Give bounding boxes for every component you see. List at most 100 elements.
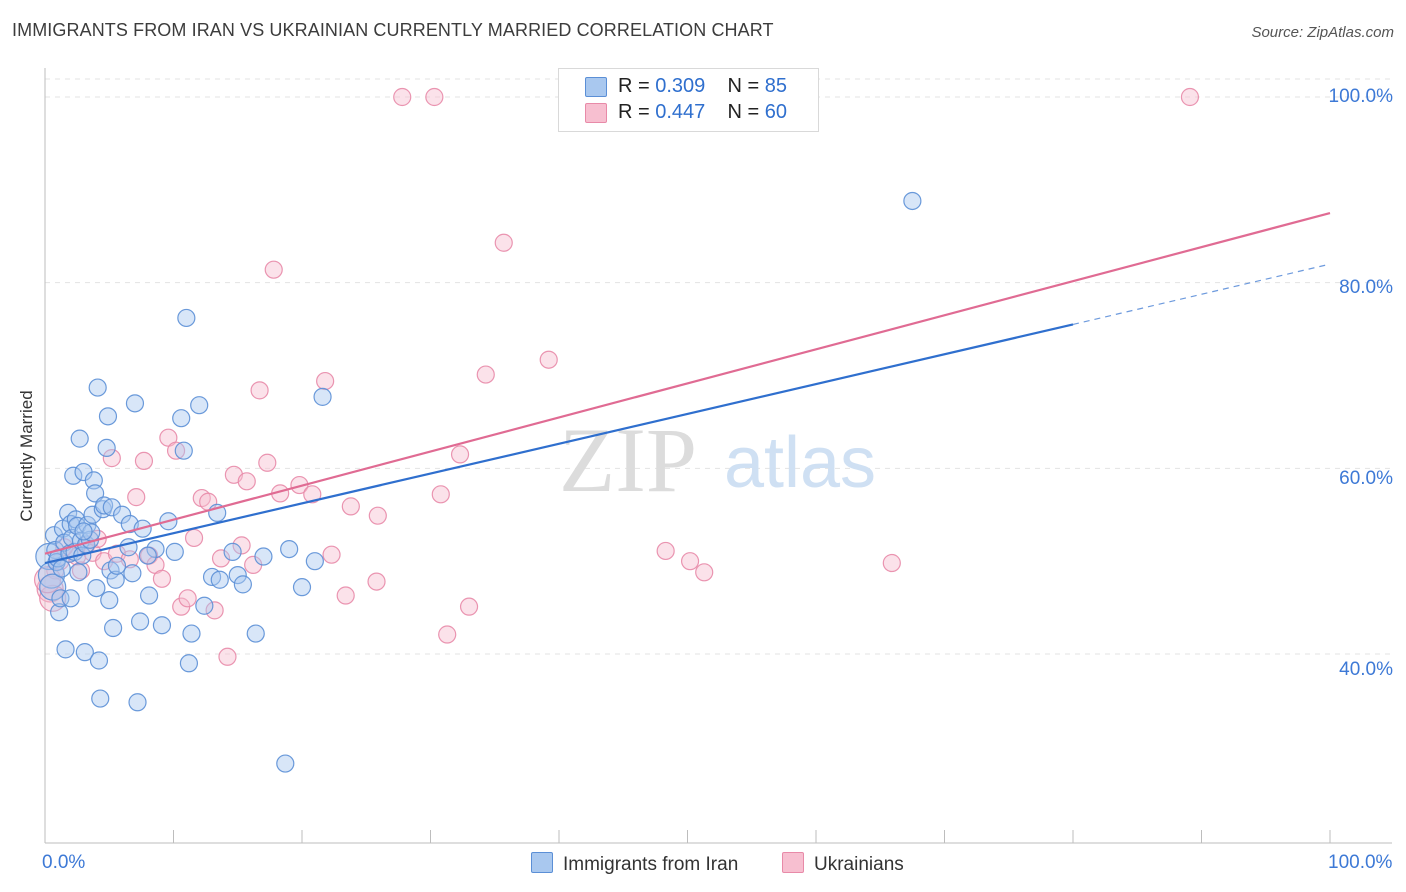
iran-point-45: [106, 570, 125, 589]
ukrainians-point-56: [882, 553, 901, 573]
legend-n-label-ukrainians: N =: [727, 101, 760, 123]
trend-line-iran: [44, 323, 1074, 565]
legend-r-label-iran: R =: [618, 75, 650, 97]
iran-point-81: [74, 522, 93, 541]
iran-point-77: [305, 552, 324, 571]
ukrainians-point-21: [178, 589, 197, 608]
bottom-legend-label-iran: Immigrants from Iran: [563, 854, 739, 875]
iran-point-44: [104, 618, 123, 638]
iran-point-62: [179, 654, 199, 673]
ukrainians-point-5: [71, 561, 91, 580]
ukrainians-point-57: [1180, 87, 1200, 107]
iran-point-58: [165, 542, 184, 561]
iran-point-60: [174, 441, 193, 460]
iran-point-71: [233, 575, 252, 594]
iran-point-78: [313, 387, 332, 406]
ukrainians-point-32: [250, 381, 269, 400]
legend-n-value-ukrainians: 60: [764, 101, 788, 123]
iran-point-16: [64, 466, 83, 485]
ukrainians-point-26: [211, 549, 231, 568]
ukrainians-point-17: [152, 569, 172, 588]
trend-line-iran-extension: [1072, 263, 1331, 326]
watermark: ZIP atlas: [559, 409, 876, 511]
source-label: Source: ZipAtlas.com: [1251, 24, 1394, 41]
iran-point-35: [89, 651, 109, 670]
ukrainians-point-47: [438, 625, 457, 644]
iran-point-32: [86, 484, 105, 503]
ukrainians-point-48: [450, 445, 470, 464]
y-tick-label-60: 60.0%: [1339, 468, 1393, 489]
series-ukrainians: [33, 87, 1200, 666]
ukrainians-point-53: [656, 541, 675, 561]
ukrainians-point-1: [39, 584, 67, 612]
iran-point-46: [107, 556, 127, 575]
x-tick-label-min: 0.0%: [42, 852, 86, 873]
bottom-legend-iran: Immigrants from Iran: [531, 852, 738, 876]
ukrainians-point-29: [232, 536, 251, 555]
iran-point-79: [903, 191, 922, 211]
iran-point-3: [44, 526, 64, 545]
legend-r-value-ukrainians: 0.447: [655, 101, 706, 123]
ukrainians-point-14: [134, 451, 154, 471]
iran-point-39: [97, 438, 116, 458]
iran-point-63: [182, 624, 201, 643]
legend-n-value-iran: 85: [764, 75, 788, 97]
ukrainians-point-33: [258, 453, 277, 472]
ukrainians-point-34: [264, 260, 283, 279]
iran-point-34: [88, 378, 107, 397]
iran-point-74: [276, 754, 295, 773]
iran-point-20: [69, 563, 88, 582]
iran-point-50: [125, 394, 145, 413]
bottom-legend-ukrainians: Ukrainians: [782, 852, 904, 876]
ukrainians-point-55: [695, 563, 714, 582]
iran-point-36: [91, 689, 110, 708]
ukrainians-point-46: [431, 485, 450, 504]
iran-point-68: [210, 570, 229, 589]
watermark-zip: ZIP: [559, 409, 697, 511]
ukrainians-point-37: [303, 485, 322, 504]
iran-point-84: [52, 559, 71, 578]
chart-title: IMMIGRANTS FROM IRAN VS UKRAINIAN CURREN…: [12, 20, 774, 40]
iran-point-59: [172, 409, 191, 428]
iran-point-43: [102, 498, 121, 517]
ukrainians-point-54: [680, 552, 700, 571]
iran-point-40: [98, 407, 118, 426]
correlation-legend: R = 0.309 N = 85 R = 0.447 N = 60: [558, 68, 819, 132]
iran-point-8: [51, 589, 70, 608]
iran-point-73: [254, 547, 273, 566]
ukrainians-point-50: [476, 365, 495, 384]
y-tick-label-80: 80.0%: [1339, 277, 1393, 298]
x-tick-label-max: 100.0%: [1328, 852, 1393, 873]
watermark-atlas: atlas: [724, 423, 876, 503]
ukrainians-point-38: [316, 371, 335, 391]
ukrainians-point-52: [539, 350, 558, 369]
ukrainians-point-13: [127, 488, 146, 507]
ukrainians-point-22: [184, 528, 204, 548]
ukrainians-point-49: [459, 597, 479, 616]
iran-point-72: [246, 624, 265, 643]
legend-n-label-iran: N =: [727, 75, 760, 97]
ukrainians-point-0: [36, 575, 64, 603]
iran-point-75: [280, 539, 299, 559]
iran-point-41: [100, 591, 119, 610]
ukrainians-point-51: [494, 233, 513, 252]
iran-point-83: [138, 546, 157, 565]
iran-point-54: [139, 586, 159, 605]
iran-point-69: [223, 542, 242, 561]
iran-point-64: [190, 396, 209, 415]
iran-point-76: [292, 578, 312, 597]
ukrainians-point-45: [425, 87, 444, 107]
iran-point-33: [87, 578, 106, 598]
legend-swatch-iran: [585, 77, 607, 97]
ukrainians-point-10: [102, 449, 121, 468]
iran-point-80: [61, 589, 80, 608]
iran-point-47: [112, 505, 132, 524]
bottom-legend-swatch-ukrainians: [782, 852, 804, 873]
trend-line-ukrainians: [44, 211, 1331, 555]
legend-swatch-ukrainians: [585, 103, 607, 123]
legend-r-label-ukrainians: R =: [618, 101, 650, 123]
bottom-legend-swatch-iran: [531, 852, 553, 873]
iran-point-61: [177, 308, 196, 328]
iran-point-31: [84, 471, 103, 490]
